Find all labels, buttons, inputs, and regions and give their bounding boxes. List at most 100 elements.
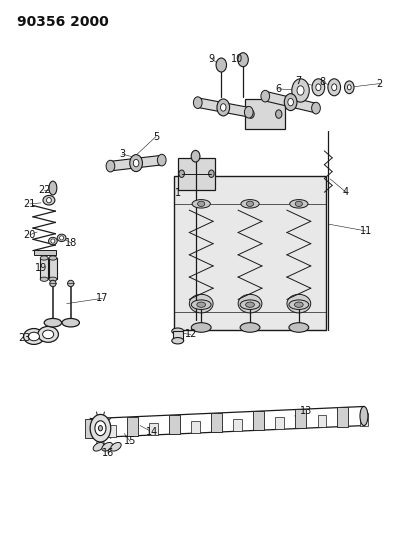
Ellipse shape <box>57 234 66 241</box>
Polygon shape <box>149 423 158 435</box>
Ellipse shape <box>50 280 56 287</box>
Ellipse shape <box>197 302 205 308</box>
Ellipse shape <box>90 415 111 442</box>
Ellipse shape <box>238 53 248 67</box>
Ellipse shape <box>43 330 54 338</box>
Ellipse shape <box>28 332 40 341</box>
Ellipse shape <box>99 425 103 431</box>
Text: 9: 9 <box>208 54 214 63</box>
Circle shape <box>130 155 142 172</box>
Bar <box>178 158 215 190</box>
Ellipse shape <box>106 160 115 172</box>
Text: 22: 22 <box>38 184 50 195</box>
Ellipse shape <box>111 442 121 451</box>
Ellipse shape <box>189 294 213 313</box>
Ellipse shape <box>289 322 309 332</box>
Ellipse shape <box>40 256 48 260</box>
Text: 13: 13 <box>300 406 312 416</box>
Ellipse shape <box>43 196 55 205</box>
Ellipse shape <box>102 442 113 451</box>
Polygon shape <box>275 417 284 429</box>
Ellipse shape <box>157 154 166 166</box>
Polygon shape <box>211 413 222 432</box>
Polygon shape <box>85 419 96 438</box>
Ellipse shape <box>59 236 63 240</box>
Text: 7: 7 <box>295 76 302 86</box>
Circle shape <box>217 99 229 116</box>
Ellipse shape <box>49 181 57 195</box>
Ellipse shape <box>191 322 211 332</box>
Polygon shape <box>318 415 326 427</box>
Polygon shape <box>338 407 348 426</box>
Ellipse shape <box>344 81 354 94</box>
Text: 3: 3 <box>119 149 125 159</box>
Ellipse shape <box>49 256 57 260</box>
Text: 2: 2 <box>377 78 383 88</box>
Ellipse shape <box>172 328 184 334</box>
Ellipse shape <box>198 201 205 206</box>
Text: 23: 23 <box>18 333 31 343</box>
Ellipse shape <box>276 110 282 118</box>
Ellipse shape <box>24 328 44 344</box>
Bar <box>34 249 56 255</box>
Ellipse shape <box>62 318 79 327</box>
Ellipse shape <box>51 239 55 243</box>
Ellipse shape <box>191 300 211 310</box>
Text: 16: 16 <box>102 448 115 458</box>
Ellipse shape <box>245 107 253 118</box>
Polygon shape <box>127 417 138 436</box>
Ellipse shape <box>209 170 214 177</box>
Polygon shape <box>169 415 180 434</box>
Ellipse shape <box>312 79 325 96</box>
Ellipse shape <box>287 294 311 313</box>
Ellipse shape <box>44 318 61 327</box>
Ellipse shape <box>194 97 202 109</box>
Ellipse shape <box>191 150 200 162</box>
Text: 15: 15 <box>124 437 136 447</box>
Ellipse shape <box>67 280 74 287</box>
Bar <box>49 258 57 279</box>
Ellipse shape <box>49 277 57 281</box>
Ellipse shape <box>241 199 259 208</box>
Circle shape <box>133 159 139 167</box>
Bar <box>40 258 48 279</box>
Ellipse shape <box>192 199 210 208</box>
Ellipse shape <box>47 198 51 203</box>
Ellipse shape <box>216 58 227 72</box>
Ellipse shape <box>38 326 58 342</box>
Ellipse shape <box>261 90 270 102</box>
Bar <box>172 331 183 341</box>
Text: 19: 19 <box>35 263 47 272</box>
Ellipse shape <box>247 201 254 206</box>
Ellipse shape <box>294 302 303 308</box>
Circle shape <box>288 99 293 106</box>
Bar <box>174 176 326 330</box>
Ellipse shape <box>316 84 321 91</box>
Text: 10: 10 <box>231 54 243 63</box>
Bar <box>245 100 285 128</box>
Ellipse shape <box>295 201 302 206</box>
Polygon shape <box>197 98 249 117</box>
Ellipse shape <box>246 302 255 308</box>
Text: 18: 18 <box>65 238 77 248</box>
Ellipse shape <box>40 277 48 281</box>
Ellipse shape <box>240 300 260 310</box>
Polygon shape <box>107 425 116 437</box>
Ellipse shape <box>93 442 104 451</box>
Polygon shape <box>233 419 242 431</box>
Circle shape <box>221 104 226 111</box>
Ellipse shape <box>297 86 304 95</box>
Ellipse shape <box>360 407 368 425</box>
Ellipse shape <box>348 85 351 90</box>
Polygon shape <box>192 421 200 433</box>
Ellipse shape <box>332 84 337 91</box>
Text: 21: 21 <box>24 199 36 209</box>
Text: 4: 4 <box>343 187 349 197</box>
Polygon shape <box>359 414 368 425</box>
Text: 6: 6 <box>276 84 282 94</box>
Polygon shape <box>253 411 264 430</box>
Text: 8: 8 <box>319 77 326 87</box>
Ellipse shape <box>248 110 254 118</box>
Ellipse shape <box>292 79 309 102</box>
Ellipse shape <box>179 170 184 177</box>
